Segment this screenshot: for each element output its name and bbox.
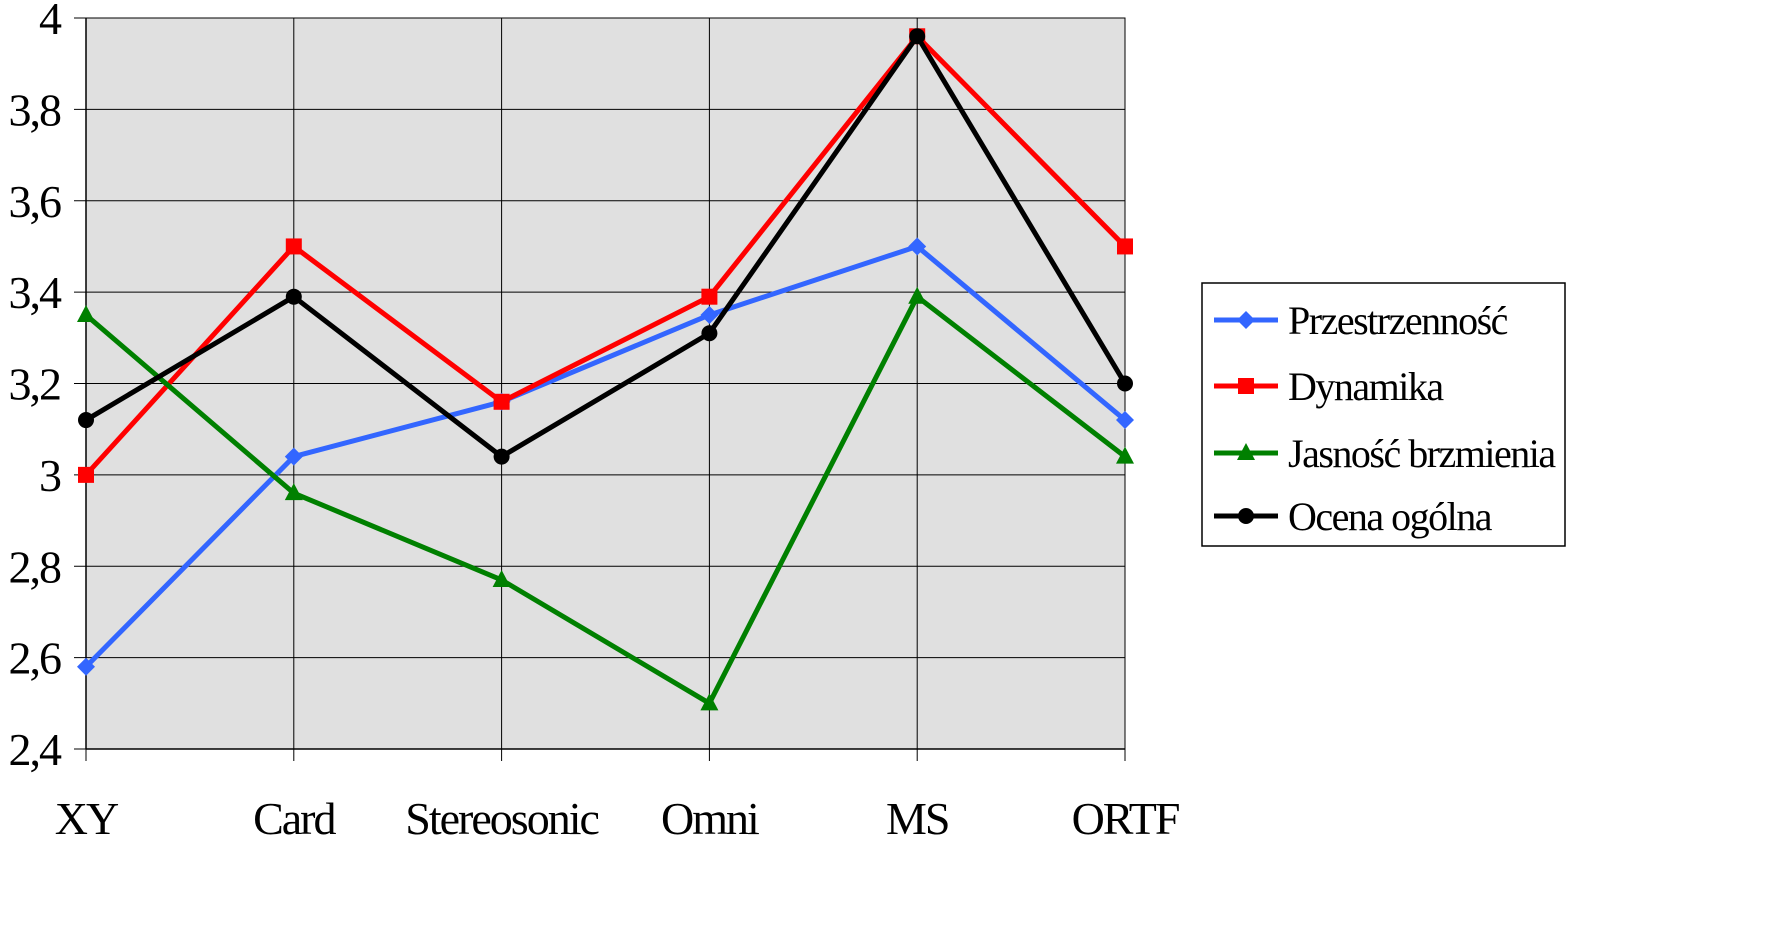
y-tick-label: 3,4 <box>9 267 63 318</box>
legend-item: Ocena ogólna <box>1214 494 1494 539</box>
data-point <box>77 304 95 322</box>
data-point <box>78 412 94 429</box>
data-point <box>285 238 302 255</box>
data-point <box>701 325 718 342</box>
series-3 <box>77 286 1134 711</box>
legend: Przestrzenność Dynamika Jasność brzmienia O… <box>1201 282 1566 547</box>
legend-item: Dynamika <box>1214 364 1446 409</box>
legend-label: Dynamika <box>1288 364 1444 409</box>
series-line <box>84 294 1127 706</box>
x-tick-label: Card <box>253 793 336 844</box>
series-line <box>84 33 1127 477</box>
legend-marker <box>1238 378 1254 394</box>
legend-label: Jasność brzmienia <box>1288 431 1556 476</box>
y-tick-label: 3,6 <box>9 176 62 227</box>
y-tick-label: 3,2 <box>9 359 61 410</box>
y-axis-labels: 2,4 2,6 2,8 3 3,2 3,4 3,6 3,8 4 <box>9 0 65 775</box>
data-point <box>700 305 719 324</box>
y-tick-label: 2,8 <box>9 541 62 592</box>
y-tick-label: 2,6 <box>9 633 62 684</box>
series-layer <box>77 28 1134 711</box>
data-point <box>493 393 510 410</box>
data-point <box>1117 238 1133 255</box>
data-point <box>78 466 94 483</box>
legend-item: Jasność brzmienia <box>1214 431 1558 476</box>
legend-label: Ocena ogólna <box>1288 494 1493 539</box>
data-point <box>1116 446 1134 464</box>
x-tick-label: Omni <box>661 793 759 844</box>
legend-box <box>1201 282 1566 547</box>
data-point <box>701 288 718 305</box>
data-point <box>492 569 511 587</box>
x-tick-label: MS <box>886 793 948 844</box>
x-axis-labels: XY Card Stereosonic Omni MS ORTF <box>55 793 1181 844</box>
data-point <box>1117 375 1133 392</box>
data-point <box>909 28 926 45</box>
y-tick-label: 3,8 <box>9 84 62 135</box>
legend-marker <box>1238 508 1254 524</box>
y-tick-label: 3 <box>39 450 61 501</box>
data-point <box>908 237 927 256</box>
y-tick-label: 2,4 <box>9 724 63 775</box>
data-point <box>493 448 510 465</box>
data-point <box>1116 411 1134 430</box>
data-point <box>700 693 719 711</box>
x-tick-label: XY <box>55 793 119 844</box>
data-point <box>77 657 95 676</box>
data-point <box>284 447 303 466</box>
legend-marker <box>1237 311 1255 329</box>
x-tick-label: Stereosonic <box>405 793 598 844</box>
series-line <box>84 33 1128 460</box>
data-point <box>908 286 927 304</box>
legend-marker <box>1237 443 1255 460</box>
series-4 <box>78 28 1133 465</box>
data-point <box>284 483 303 501</box>
y-tick-label: 4 <box>39 0 62 44</box>
legend-label: Przestrzenność <box>1288 298 1508 343</box>
legend-item: Przestrzenność <box>1214 298 1509 343</box>
x-tick-label: ORTF <box>1072 793 1179 844</box>
data-point <box>285 288 302 305</box>
series-line <box>84 243 1127 669</box>
